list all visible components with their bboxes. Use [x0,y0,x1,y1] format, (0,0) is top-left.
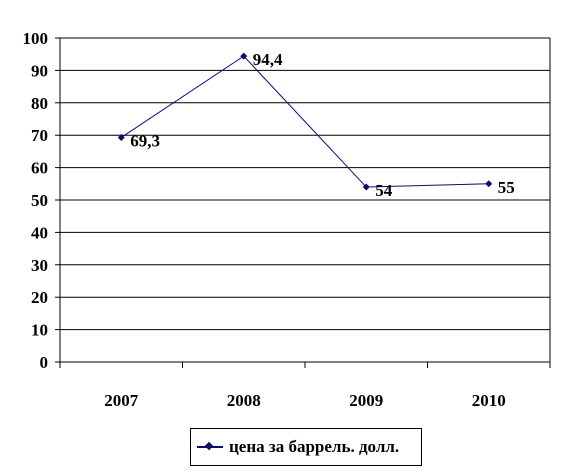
data-labels: 69,3 94,4 54 55 [130,50,515,200]
y-tick-label: 80 [31,94,48,113]
x-tick-label: 2007 [104,391,139,410]
legend-series-name: цена за баррель. долл. [229,437,400,456]
diamond-marker-icon [204,441,214,451]
y-tick-label: 70 [31,126,48,145]
data-point-marker [362,183,370,191]
y-tick-label: 30 [31,256,48,275]
y-tick-label: 50 [31,191,48,210]
data-point-marker [117,133,125,141]
x-tick-label: 2010 [472,391,506,410]
y-tick-label: 20 [31,288,48,307]
y-tick-label: 0 [40,353,49,372]
x-tick-label: 2009 [349,391,383,410]
gridlines [60,37,550,331]
y-tick-label: 60 [31,159,48,178]
data-point-marker [485,180,493,188]
y-tick-labels: 0 10 20 30 40 50 60 70 80 90 100 [23,29,49,372]
data-label: 54 [375,181,393,200]
x-tick-labels: 2007 2008 2009 2010 [104,391,506,410]
series [117,52,493,191]
y-tick-label: 100 [23,29,49,48]
x-tick-label: 2008 [227,391,261,410]
legend-line-swatch [197,441,223,451]
data-label: 55 [498,178,515,197]
series-line [120,55,489,188]
y-tick-label: 40 [31,223,48,242]
y-tick-label: 10 [31,321,48,340]
axes [55,37,551,368]
y-tick-label: 90 [31,61,48,80]
data-label: 94,4 [253,50,283,69]
legend: цена за баррель. долл. [190,428,422,466]
data-label: 69,3 [130,131,160,150]
data-point-marker [240,52,248,60]
